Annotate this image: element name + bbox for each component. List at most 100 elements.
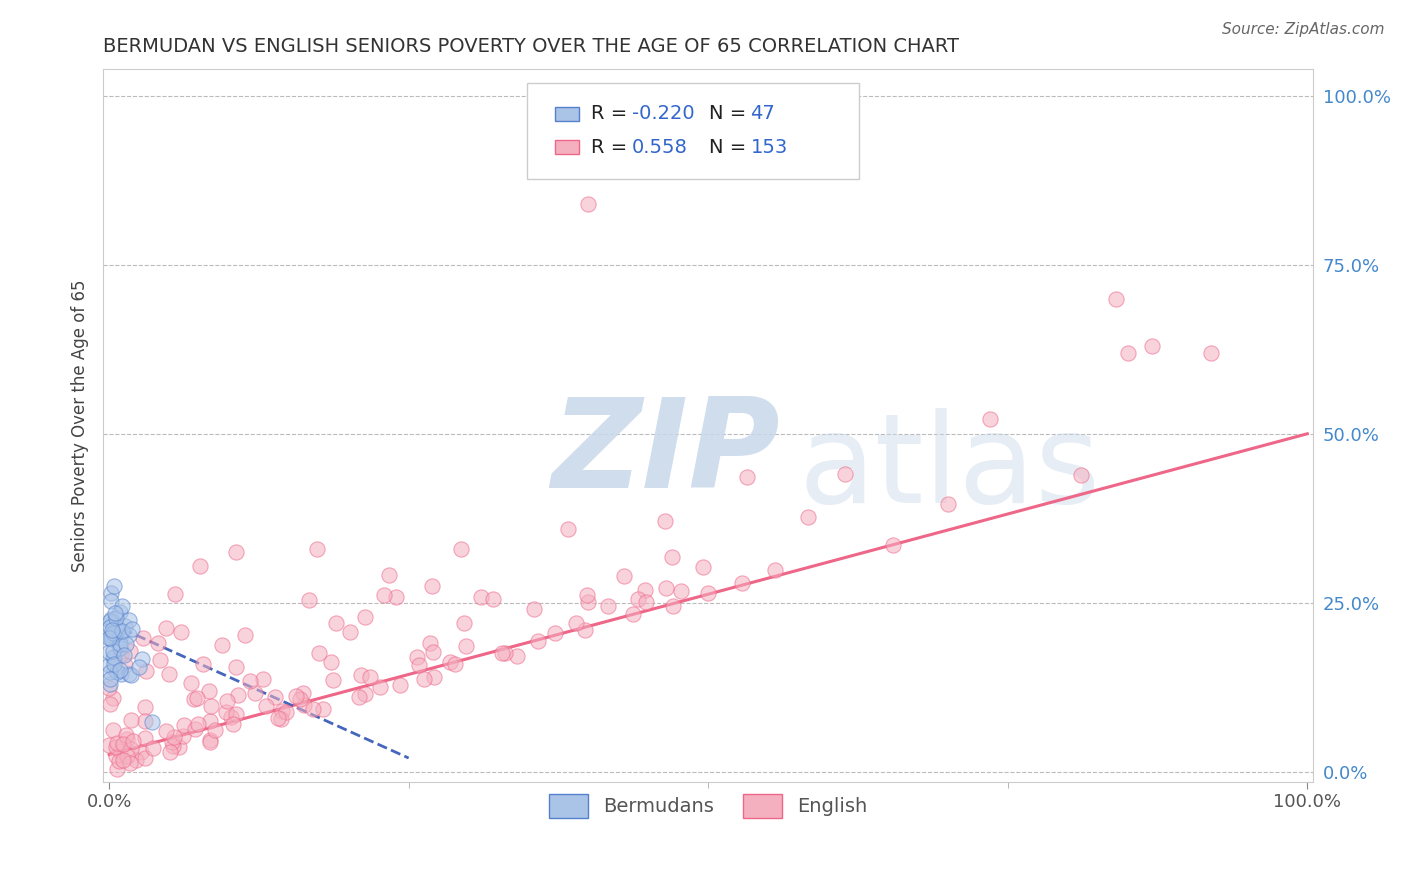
- Point: [118, 666, 141, 681]
- Point: [636, 595, 658, 609]
- Point: [735, 470, 758, 484]
- Point: [118, 628, 141, 642]
- Point: [669, 583, 692, 598]
- Point: [108, 641, 131, 656]
- Point: [115, 636, 138, 650]
- Point: [1140, 339, 1163, 353]
- Point: [276, 705, 298, 719]
- Point: [100, 612, 122, 626]
- Point: [125, 753, 148, 767]
- Point: [297, 592, 319, 607]
- Point: [450, 542, 472, 557]
- Point: [408, 657, 430, 672]
- Point: [254, 698, 277, 713]
- Point: [155, 621, 177, 635]
- Point: [101, 624, 124, 638]
- Point: [252, 672, 274, 686]
- Point: [1201, 345, 1223, 359]
- Point: [120, 643, 142, 657]
- Text: BERMUDAN VS ENGLISH SENIORS POVERTY OVER THE AGE OF 65 CORRELATION CHART: BERMUDAN VS ENGLISH SENIORS POVERTY OVER…: [103, 37, 959, 56]
- Point: [115, 749, 138, 764]
- Point: [173, 718, 195, 732]
- Point: [103, 579, 125, 593]
- Text: ZIP: ZIP: [551, 393, 780, 515]
- Point: [98, 681, 121, 696]
- Point: [420, 579, 443, 593]
- Point: [108, 631, 131, 645]
- Point: [354, 609, 377, 624]
- Text: 0.558: 0.558: [631, 138, 688, 157]
- Point: [172, 729, 194, 743]
- Point: [576, 197, 599, 211]
- Point: [191, 657, 214, 672]
- Point: [308, 646, 330, 660]
- Point: [763, 563, 786, 577]
- Point: [98, 614, 121, 628]
- Point: [979, 411, 1001, 425]
- Point: [613, 569, 636, 583]
- Point: [198, 733, 221, 747]
- Point: [101, 615, 124, 629]
- Point: [443, 657, 465, 671]
- Point: [141, 714, 163, 729]
- Point: [169, 624, 191, 639]
- Point: [439, 655, 461, 669]
- Text: N =: N =: [710, 104, 754, 123]
- Point: [117, 731, 139, 746]
- Point: [98, 620, 121, 634]
- Point: [103, 691, 125, 706]
- Point: [104, 748, 127, 763]
- Point: [312, 701, 335, 715]
- Text: N =: N =: [710, 138, 754, 157]
- FancyBboxPatch shape: [527, 83, 859, 179]
- Point: [319, 655, 342, 669]
- Point: [423, 670, 446, 684]
- Point: [134, 700, 156, 714]
- Point: [118, 613, 141, 627]
- Point: [264, 690, 287, 704]
- Text: R =: R =: [591, 104, 633, 123]
- Point: [111, 599, 134, 613]
- Point: [110, 647, 132, 661]
- Point: [270, 712, 292, 726]
- Point: [112, 648, 135, 662]
- Point: [482, 592, 505, 607]
- Point: [103, 657, 125, 671]
- Point: [105, 665, 128, 680]
- Point: [373, 588, 395, 602]
- Point: [149, 653, 172, 667]
- Point: [307, 542, 329, 557]
- Point: [183, 692, 205, 706]
- Point: [215, 705, 238, 719]
- Point: [661, 599, 683, 614]
- Point: [98, 672, 121, 686]
- Point: [131, 652, 153, 666]
- Y-axis label: Seniors Poverty Over the Age of 65: Seniors Poverty Over the Age of 65: [72, 279, 89, 572]
- Point: [108, 754, 131, 768]
- Point: [112, 738, 135, 752]
- Point: [121, 622, 143, 636]
- Point: [544, 625, 567, 640]
- Point: [285, 689, 308, 703]
- Point: [120, 742, 142, 756]
- Point: [350, 668, 373, 682]
- Point: [104, 606, 127, 620]
- Point: [796, 509, 818, 524]
- Point: [598, 599, 620, 613]
- Point: [114, 619, 136, 633]
- Point: [103, 626, 125, 640]
- Point: [103, 650, 125, 665]
- Point: [115, 728, 138, 742]
- Point: [225, 544, 247, 558]
- Point: [120, 713, 142, 727]
- Point: [557, 522, 579, 536]
- Point: [621, 607, 644, 621]
- Point: [98, 697, 121, 711]
- Point: [491, 646, 513, 660]
- Point: [936, 497, 959, 511]
- Point: [200, 699, 222, 714]
- Point: [222, 717, 245, 731]
- Point: [211, 638, 233, 652]
- Point: [470, 590, 492, 604]
- Point: [103, 649, 125, 664]
